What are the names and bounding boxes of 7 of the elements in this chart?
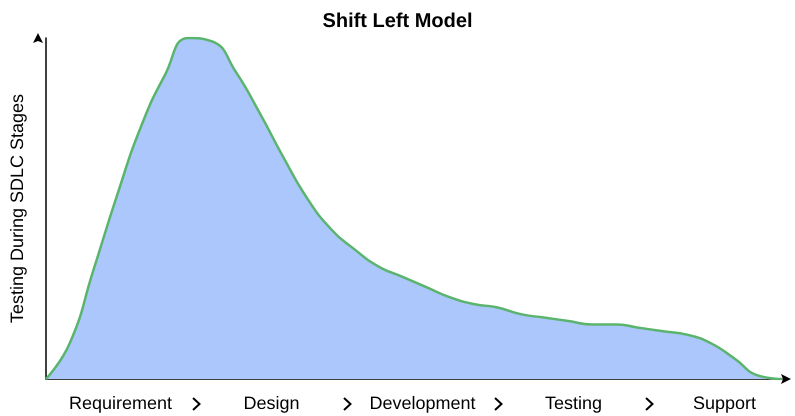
- text: Testing: [544, 393, 602, 414]
- text: Design: [243, 393, 300, 414]
- y-axis-title: Testing During SDLC Stages: [7, 94, 27, 324]
- chart-title: Shift Left Model: [322, 10, 472, 32]
- text: Support: [692, 393, 756, 414]
- text: Development: [369, 393, 476, 414]
- text: Requirement: [68, 393, 172, 414]
